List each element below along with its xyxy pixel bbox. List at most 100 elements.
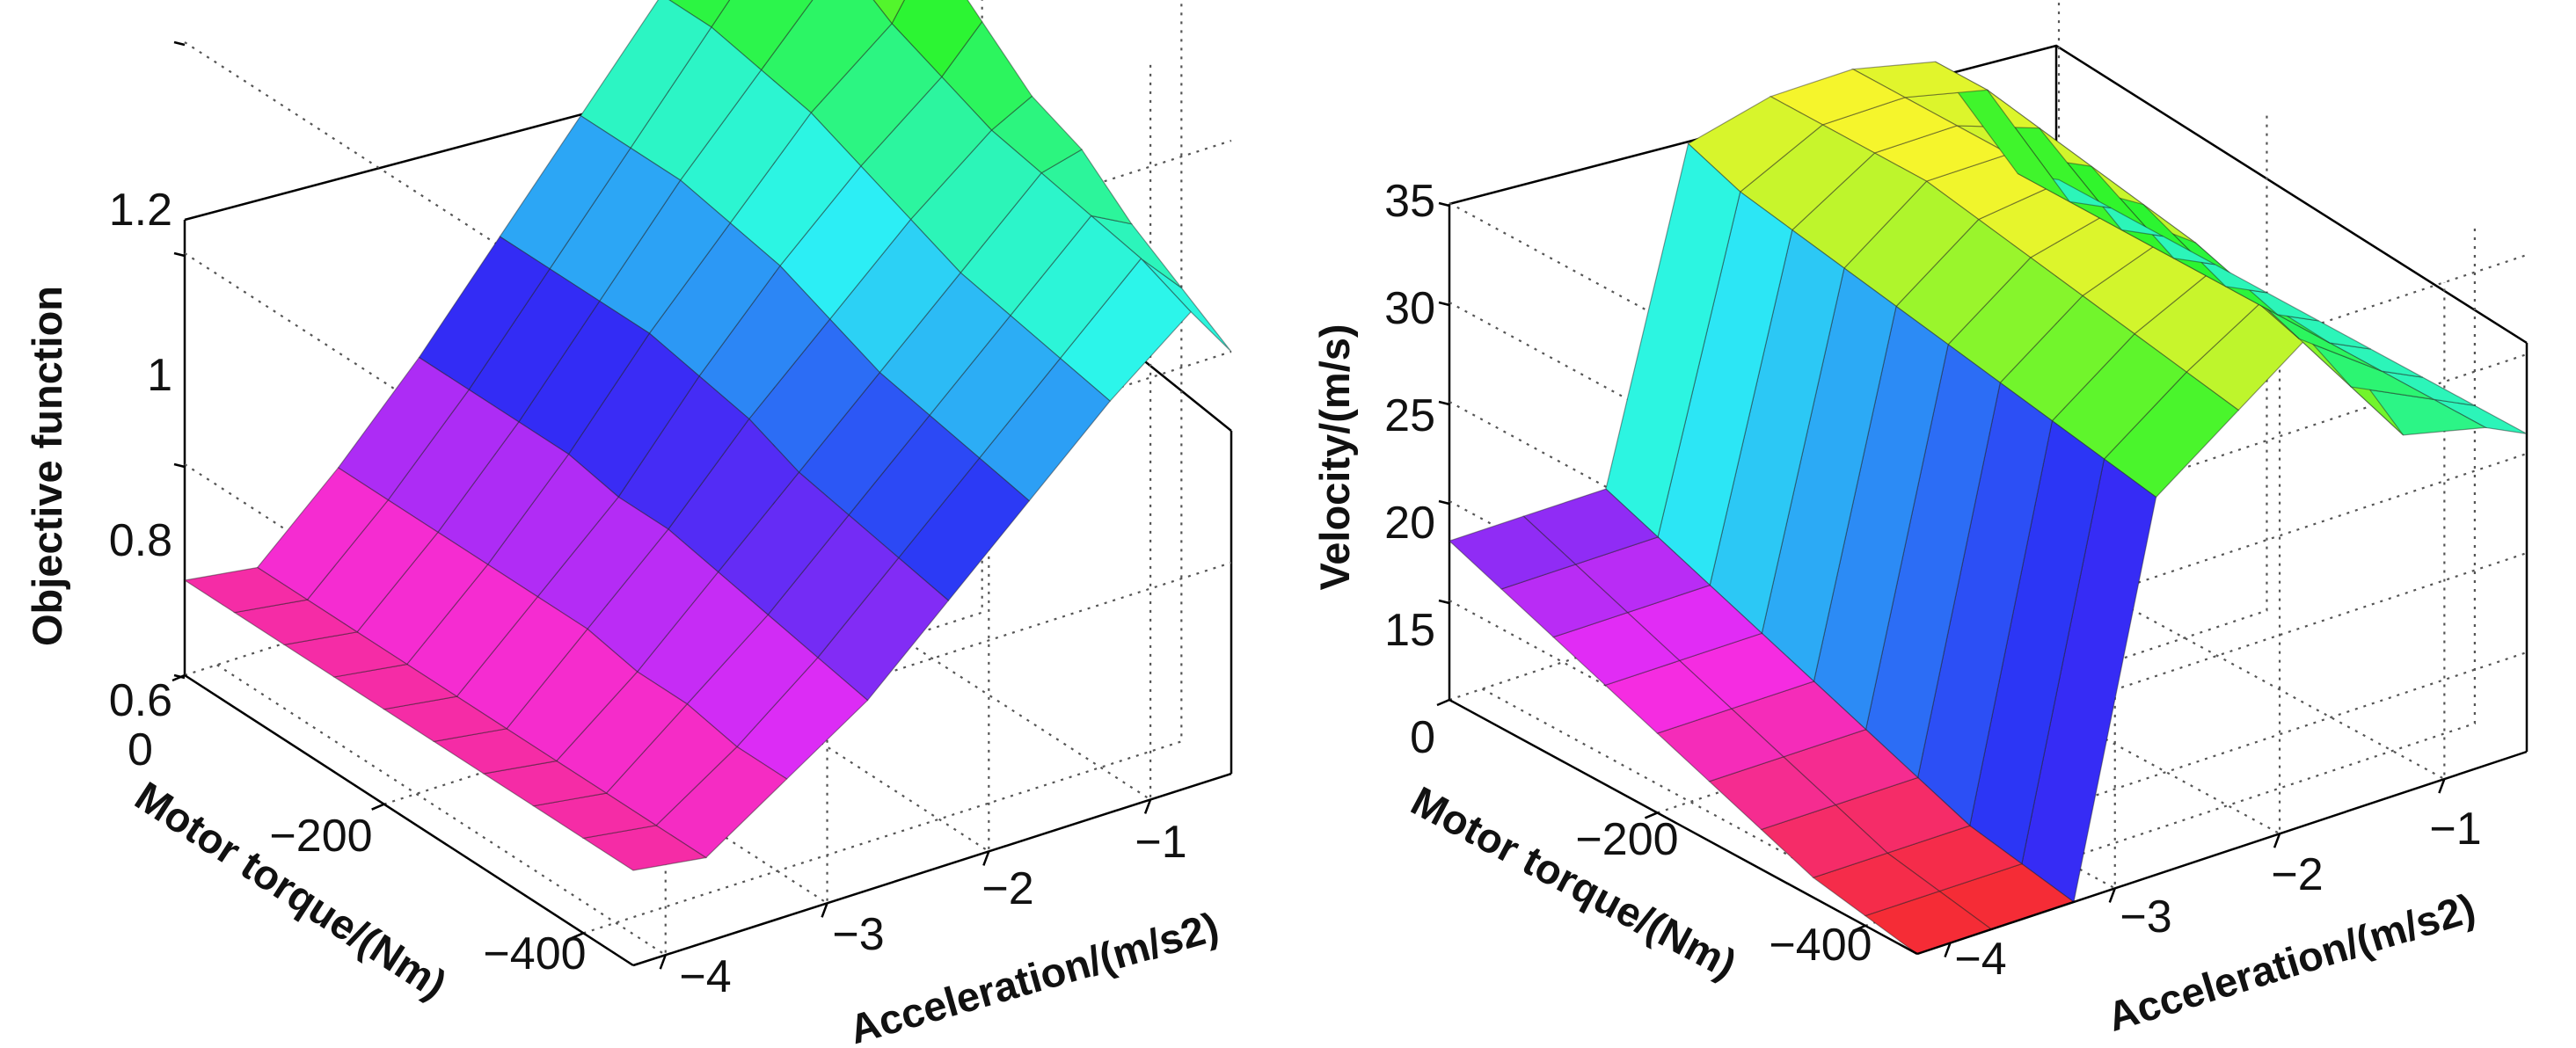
surface-face — [1791, 152, 1928, 269]
acceleration-axis-line — [632, 772, 1232, 967]
y-tick-label: −4 — [679, 951, 731, 1002]
x-axis-title: Motor torque/(Nm) — [128, 772, 456, 1008]
surface-face — [456, 595, 588, 730]
y-tick-label: −2 — [2271, 849, 2323, 900]
z-tick-mark — [173, 40, 186, 47]
x-tick-mark — [171, 673, 186, 682]
surface-face — [686, 614, 819, 748]
z-tick-label: 25 — [1384, 390, 1435, 441]
acceleration-axis-line — [1916, 750, 2528, 956]
z-tick-mark — [1438, 301, 1450, 307]
surface-face — [1448, 515, 1577, 590]
z-tick-label: 0.6 — [109, 675, 172, 726]
y-tick-label: −3 — [2120, 892, 2171, 942]
x-tick-label: −400 — [483, 928, 586, 979]
surface-face — [1895, 218, 2032, 346]
grid-line — [216, 216, 667, 957]
y-axis-title: Acceleration/(m/s2) — [844, 903, 1223, 1048]
surface-face — [605, 702, 738, 826]
surface-face — [748, 318, 881, 474]
tick-marks — [171, 40, 1152, 970]
surface-face — [1760, 804, 1889, 878]
grid-line — [1657, 113, 2268, 814]
z-tick-label: 30 — [1384, 283, 1435, 334]
surface-face — [1605, 142, 1741, 538]
surface-face — [617, 375, 750, 530]
velocity-surface-plot: 35 30 25 20 15 0 −200 −400 −4 −3 −2 −1 V… — [1311, 1, 2529, 1040]
surface-face — [1812, 852, 1941, 917]
z-tick-mark — [1438, 499, 1450, 506]
y-tick-mark — [2108, 887, 2116, 903]
x-tick-label: −200 — [269, 811, 372, 862]
y-tick-mark — [1143, 799, 1152, 814]
surface-face — [1935, 61, 2070, 202]
grid-line — [1449, 302, 2528, 558]
surface-face — [418, 236, 551, 391]
surface-face — [630, 25, 763, 181]
y-tick-label: −2 — [982, 863, 1033, 914]
x-axis-title: Motor torque/(Nm) — [1404, 777, 1744, 987]
surface-face — [486, 453, 619, 598]
y-tick-label: −4 — [1954, 934, 2006, 985]
x-tick-mark — [371, 803, 385, 811]
surface-face — [1678, 632, 1815, 710]
grid-line — [1449, 401, 2528, 658]
z-tick-mark — [1438, 201, 1450, 207]
surface-face — [767, 513, 900, 659]
x-tick-label: 0 — [128, 724, 153, 775]
surface-face — [536, 496, 669, 630]
surface-face — [337, 356, 471, 501]
surface-face — [1761, 266, 1897, 683]
surface-face — [1708, 756, 1837, 831]
surface-face — [2298, 338, 2434, 400]
z-tick-label: 0 — [1410, 712, 1435, 763]
y-tick-label: −1 — [1135, 817, 1186, 868]
objective-function-surface-plot: 1.2 1 0.8 0.6 0 −200 −400 −4 −3 −2 −1 Ob… — [24, 0, 1233, 1048]
surface-face — [1850, 61, 1989, 98]
surface-mesh — [1448, 61, 2528, 955]
z-tick-mark — [1438, 400, 1450, 406]
z-tick-label: 0.8 — [109, 515, 172, 566]
y-tick-mark — [659, 954, 667, 970]
x-tick-mark — [1644, 811, 1658, 819]
z-axis-title: Objective function — [24, 286, 70, 646]
z-tick-mark — [173, 251, 186, 258]
floor-edges — [1449, 698, 2528, 956]
z-tick-label: 20 — [1384, 498, 1435, 549]
y-tick-mark — [1944, 942, 1952, 958]
grid-line — [1449, 202, 2528, 459]
surface-face — [779, 164, 912, 320]
motor-torque-axis-line — [184, 673, 634, 967]
y-tick-mark — [821, 902, 828, 918]
y-tick-label: −3 — [832, 909, 884, 960]
surface-face — [636, 571, 770, 705]
surface-mesh — [183, 0, 1232, 871]
surface-face — [1604, 659, 1733, 734]
surface-face — [598, 179, 732, 334]
z-tick-label: 35 — [1384, 176, 1435, 227]
y-tick-label: −1 — [2429, 804, 2481, 855]
surface-face — [405, 564, 539, 697]
surface-face — [555, 671, 689, 794]
x-tick-label: −400 — [1769, 920, 1872, 971]
grid-line — [184, 41, 1232, 334]
surface-face — [183, 566, 309, 614]
z-tick-label: 1 — [147, 350, 172, 401]
z-tick-mark — [1438, 599, 1450, 605]
z-tick-label: 15 — [1384, 605, 1435, 656]
surface-face — [2329, 342, 2424, 378]
surface-face — [1552, 611, 1681, 687]
surface-face — [1769, 69, 1907, 126]
motor-torque-axis-line — [1449, 698, 1918, 956]
tick-marks — [1436, 201, 2446, 958]
surface-face — [990, 95, 1083, 174]
z-axis-title: Velocity/(m/s) — [1311, 324, 1358, 591]
y-tick-mark — [982, 850, 990, 866]
x-tick-mark — [1852, 924, 1866, 933]
grid-line — [184, 252, 1232, 545]
surface-face — [711, 0, 814, 71]
y-tick-mark — [2438, 778, 2446, 794]
surface-face — [256, 467, 390, 600]
y-tick-mark — [2273, 833, 2281, 848]
